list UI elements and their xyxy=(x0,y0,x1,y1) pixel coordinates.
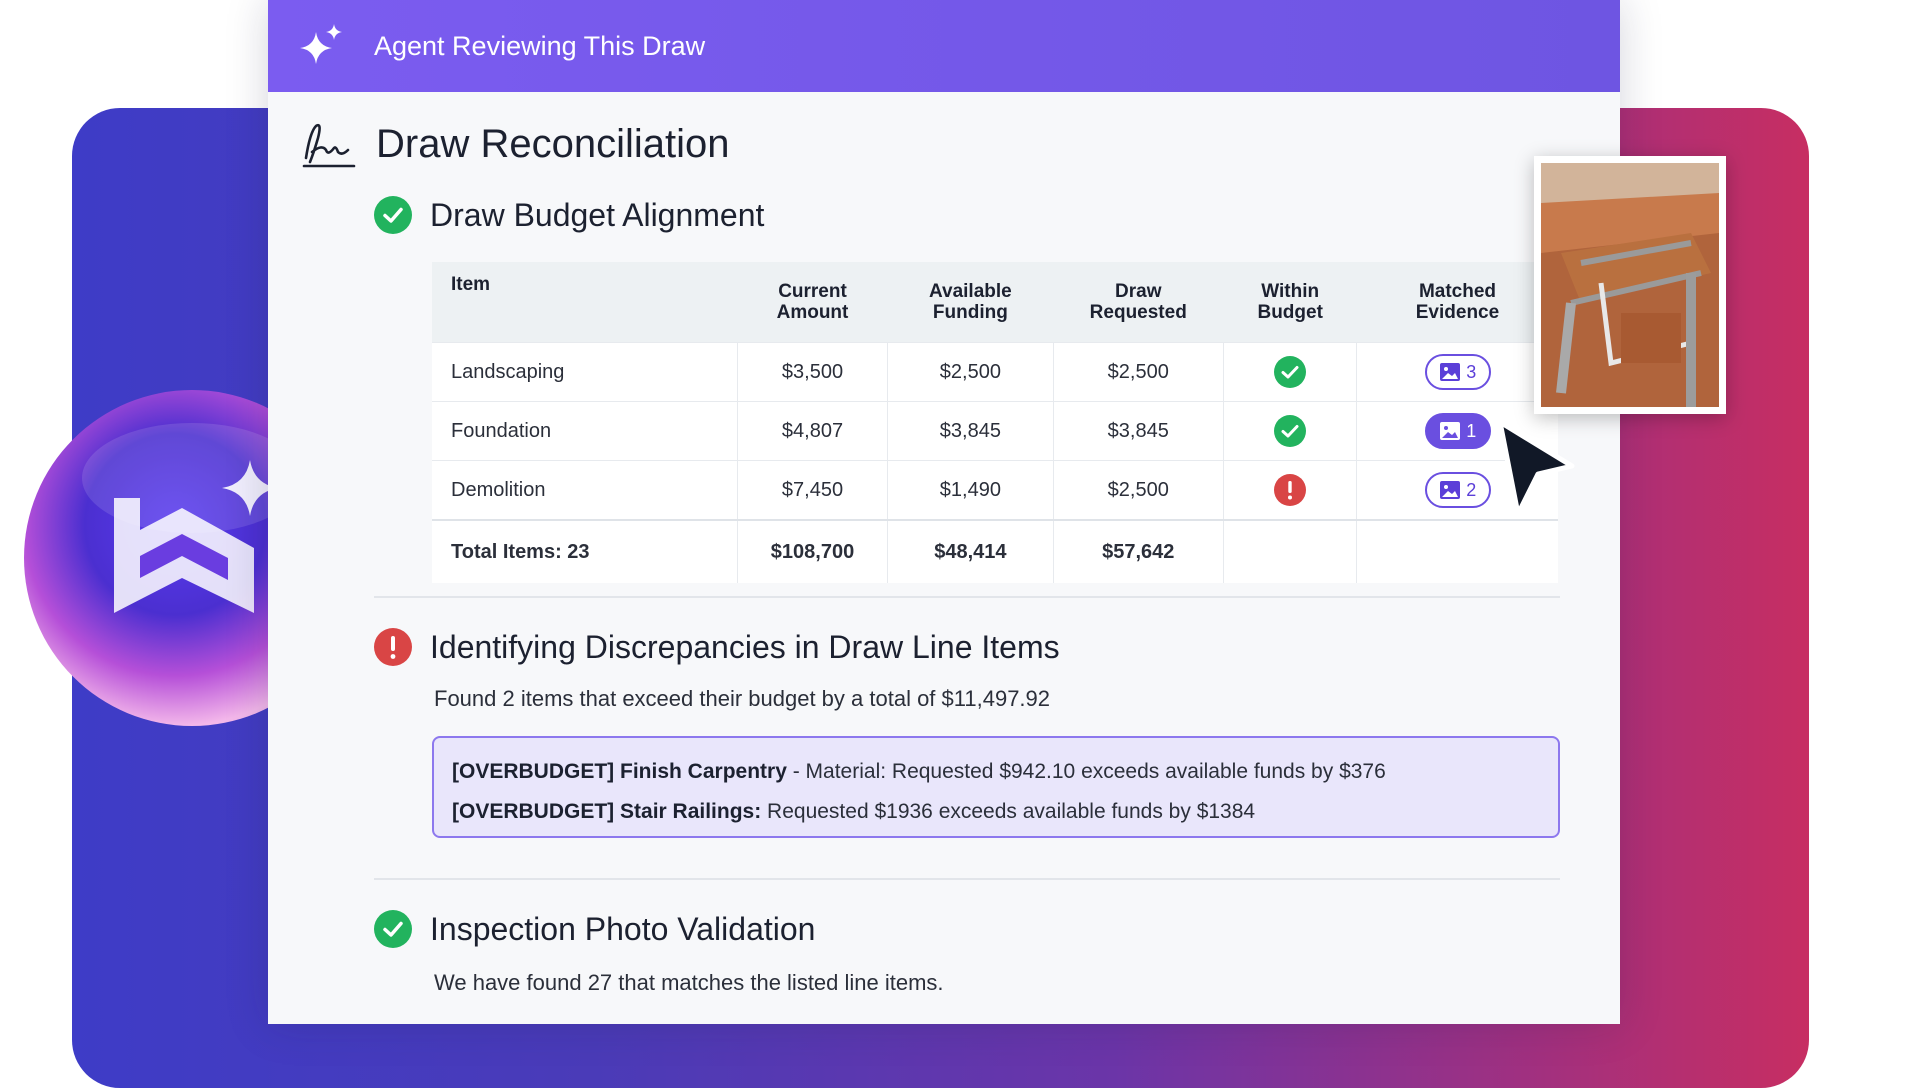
cell-requested: $2,500 xyxy=(1052,342,1224,402)
col-matched-evidence: Matched Evidence xyxy=(1356,262,1558,343)
page-title: Draw Reconciliation xyxy=(376,121,730,166)
cell-total-available: $48,414 xyxy=(887,519,1054,583)
col-available-funding: Available Funding xyxy=(887,262,1054,343)
cell-total-label: Total Items: 23 xyxy=(432,519,738,583)
cell-item: Demolition xyxy=(432,460,738,520)
foundation-photo-image xyxy=(1541,163,1719,407)
alert-item-name: Stair Railings: xyxy=(620,800,762,823)
agent-banner: Agent Reviewing This Draw xyxy=(268,0,1620,92)
col-within-budget: Within Budget xyxy=(1223,262,1357,343)
alert-tag: [OVERBUDGET] xyxy=(452,760,615,783)
table-row: Landscaping $3,500 $2,500 $2,500 3 xyxy=(432,342,1558,402)
alert-circle-icon xyxy=(1274,474,1307,506)
evidence-count: 2 xyxy=(1466,479,1477,500)
alert-line: [OVERBUDGET] Finish Carpentry - Material… xyxy=(452,752,1540,792)
evidence-button[interactable]: 1 xyxy=(1424,413,1491,449)
cell-current: $7,450 xyxy=(736,460,888,520)
image-icon xyxy=(1440,422,1461,440)
cell-current: $3,500 xyxy=(736,342,888,402)
evidence-button[interactable]: 3 xyxy=(1424,354,1491,390)
section-title: Inspection Photo Validation xyxy=(430,910,816,947)
overbudget-alert-box: [OVERBUDGET] Finish Carpentry - Material… xyxy=(432,736,1560,838)
draw-review-panel: Agent Reviewing This Draw Draw Reconcili… xyxy=(268,0,1620,1024)
image-icon xyxy=(1440,363,1461,381)
cell-within-budget xyxy=(1222,460,1357,520)
check-circle-icon xyxy=(374,910,412,948)
table-header-row: Item Current Amount Available Funding Draw… xyxy=(432,262,1558,343)
budget-table: Item Current Amount Available Funding Draw… xyxy=(432,262,1558,583)
cell-total-requested: $57,642 xyxy=(1052,519,1224,583)
section-title: Identifying Discrepancies in Draw Line I… xyxy=(430,628,1060,665)
mouse-pointer-icon xyxy=(1497,419,1575,517)
discrepancy-header: Identifying Discrepancies in Draw Line I… xyxy=(374,628,1060,666)
cell-available: $1,490 xyxy=(887,460,1054,520)
alert-circle-icon xyxy=(374,628,412,666)
budget-alignment-header: Draw Budget Alignment xyxy=(374,196,764,234)
banner-title: Agent Reviewing This Draw xyxy=(374,30,706,61)
check-circle-icon xyxy=(1274,415,1307,447)
cell-requested: $2,500 xyxy=(1052,460,1224,520)
evidence-count: 1 xyxy=(1466,420,1477,441)
table-row: Foundation $4,807 $3,845 $3,845 1 xyxy=(432,401,1558,461)
evidence-count: 3 xyxy=(1466,361,1477,382)
col-item: Item xyxy=(432,262,738,343)
cell-requested: $3,845 xyxy=(1052,401,1224,461)
section-title: Draw Budget Alignment xyxy=(430,196,765,233)
cell-total-current: $108,700 xyxy=(736,519,888,583)
alert-item-name: Finish Carpentry xyxy=(620,760,787,783)
cell-available: $2,500 xyxy=(887,342,1054,402)
cell-within-budget xyxy=(1222,401,1357,461)
cell-empty xyxy=(1222,519,1357,583)
cell-item: Foundation xyxy=(432,401,738,461)
cell-empty xyxy=(1356,519,1558,583)
alert-line: [OVERBUDGET] Stair Railings: Requested $… xyxy=(452,792,1540,832)
alert-detail: - Material: Requested $942.10 exceeds av… xyxy=(786,760,1386,783)
check-circle-icon xyxy=(374,196,412,234)
inspection-summary: We have found 27 that matches the listed… xyxy=(434,970,944,995)
section-divider xyxy=(374,596,1560,598)
cell-current: $4,807 xyxy=(736,401,888,461)
check-circle-icon xyxy=(1274,356,1307,388)
evidence-button[interactable]: 2 xyxy=(1424,472,1491,508)
inspection-header: Inspection Photo Validation xyxy=(374,910,815,948)
cell-evidence: 1 xyxy=(1356,401,1558,461)
table-total-row: Total Items: 23 $108,700 $48,414 $57,642 xyxy=(432,519,1558,583)
cell-item: Landscaping xyxy=(432,342,738,402)
alert-tag: [OVERBUDGET] xyxy=(452,800,615,823)
cell-within-budget xyxy=(1222,342,1357,402)
evidence-photo-preview xyxy=(1534,156,1726,414)
col-current-amount: Current Amount xyxy=(737,262,888,343)
section-divider xyxy=(374,878,1560,880)
alert-detail: Requested $1936 exceeds available funds … xyxy=(761,800,1256,823)
discrepancy-summary: Found 2 items that exceed their budget b… xyxy=(434,686,1051,711)
sparkles-icon xyxy=(300,24,342,64)
signature-icon xyxy=(302,123,356,168)
col-draw-requested: Draw Requested xyxy=(1053,262,1224,343)
image-icon xyxy=(1440,481,1461,499)
cell-available: $3,845 xyxy=(887,401,1054,461)
cell-evidence: 3 xyxy=(1356,342,1558,402)
main-title-row: Draw Reconciliation xyxy=(300,118,729,170)
table-row: Demolition $7,450 $1,490 $2,500 2 xyxy=(432,460,1558,520)
